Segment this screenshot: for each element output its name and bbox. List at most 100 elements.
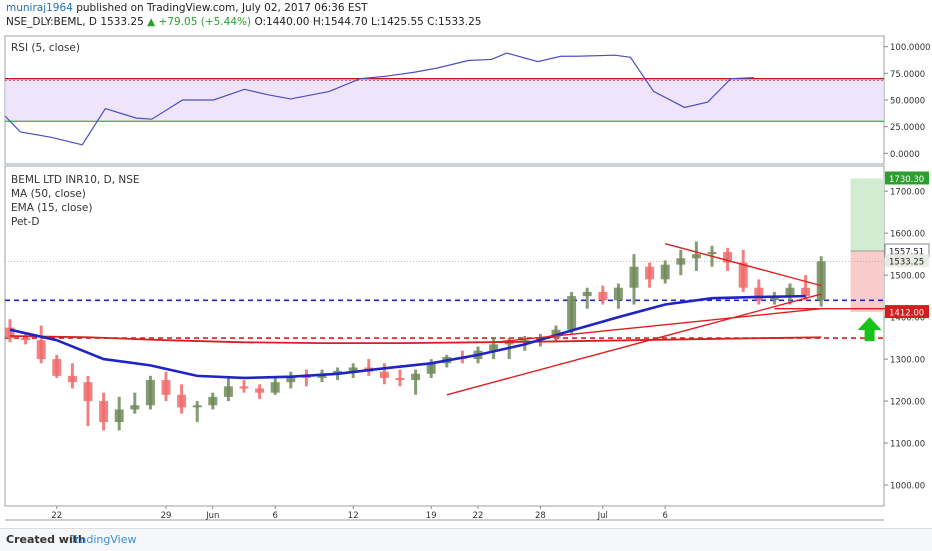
candle-body xyxy=(489,344,499,351)
symbol-line: NSE_DLY:BEML, D 1533.25 ▲ +79.05 (+5.44%… xyxy=(6,16,481,28)
last-price: 1533.25 xyxy=(100,16,144,28)
candle-body xyxy=(613,287,623,301)
candle-body xyxy=(660,264,670,280)
created-with: Created with xyxy=(6,533,86,546)
candle-body xyxy=(145,380,155,406)
candle-body xyxy=(192,405,202,408)
ema-line xyxy=(9,294,806,380)
target-zone xyxy=(850,178,884,251)
trendline-1 xyxy=(493,308,822,343)
rsi-line-1 xyxy=(576,54,755,109)
rsi-tick-label: 50.0000 xyxy=(890,97,925,107)
candle-body xyxy=(177,394,187,408)
candle-body xyxy=(208,396,218,406)
candle-body xyxy=(333,370,343,374)
candle-body xyxy=(223,386,233,397)
price-tick-label: 1000.00 xyxy=(890,482,925,492)
axes: 22 29 Jun 6 12 19 22 28 Jul 6 xyxy=(51,506,668,521)
candle-body xyxy=(801,287,811,297)
candle-body xyxy=(769,296,779,301)
rsi-band xyxy=(5,78,884,122)
price-tick-label: 1100.00 xyxy=(890,440,925,450)
candle-body xyxy=(130,405,140,410)
price-label-ma: MA (50, close) xyxy=(11,188,86,200)
candle-body xyxy=(426,363,436,374)
publish-info: published on TradingView.com, July 02, 2… xyxy=(76,2,368,14)
candle-body xyxy=(504,342,514,345)
time-tick-label: Jun xyxy=(205,511,219,521)
time-tick-label: 6 xyxy=(272,511,277,521)
price-tick-label: 1500.00 xyxy=(890,272,925,282)
candle-body xyxy=(723,252,733,263)
tradingview-brand[interactable]: TradingView xyxy=(70,533,137,546)
candle-body xyxy=(5,327,15,339)
time-tick-label: 29 xyxy=(161,511,172,521)
candle-body xyxy=(67,375,77,383)
candle-body xyxy=(707,252,717,255)
candle-body xyxy=(21,338,31,341)
candle-body xyxy=(83,382,93,402)
stop-zone xyxy=(850,250,884,313)
price-tick-label: 1600.00 xyxy=(890,230,925,240)
rsi-tick-label: 25.0000 xyxy=(890,123,925,133)
author-link[interactable]: muniraj1964 xyxy=(6,2,73,14)
price-tag-target xyxy=(885,171,929,185)
rsi-line-0 xyxy=(4,52,577,146)
rsi-panel: 100.0000 75.0000 50.0000 25.0000 0.0000 xyxy=(4,43,931,160)
time-tick-label: 22 xyxy=(473,511,484,521)
time-tick-label: 28 xyxy=(535,511,546,521)
price-tag-stop xyxy=(885,305,929,319)
candle-body xyxy=(754,287,764,301)
price-tag-text-entry: 1557.51 xyxy=(889,247,924,257)
price-panel: 1700.00 1600.00 1500.00 1400.00 1300.00 1200.… xyxy=(5,171,930,492)
price-label-ema: EMA (15, close) xyxy=(11,202,93,214)
candle-body xyxy=(629,266,639,288)
symbol: NSE_DLY:BEML, D xyxy=(6,16,98,28)
candle-body xyxy=(785,287,795,297)
price-frame xyxy=(4,165,885,507)
ohlc-values: O:1440.00 H:1544.70 L:1425.55 C:1533.25 xyxy=(254,16,482,28)
candle-body xyxy=(582,291,592,297)
price-tag-text-target: 1730.30 xyxy=(889,175,924,185)
candle-body xyxy=(395,377,405,381)
price-tick-label: 1400.00 xyxy=(890,314,925,324)
footer: Created with TradingView xyxy=(0,528,932,551)
candle-body xyxy=(99,401,109,423)
candle-body xyxy=(161,380,171,395)
time-tick-label: 19 xyxy=(426,511,437,521)
price-tick-label: 1700.00 xyxy=(890,188,925,198)
price-tick-label: 1200.00 xyxy=(890,398,925,408)
buy-arrow-icon xyxy=(857,317,882,342)
publish-line: muniraj1964 published on TradingView.com… xyxy=(6,2,368,14)
rsi-label: RSI (5, close) xyxy=(11,42,80,54)
candle-body xyxy=(738,262,748,288)
price-label-symbol: BEML LTD INR10, D, NSE xyxy=(11,174,140,186)
price-label-petd: Pet-D xyxy=(11,216,40,228)
price-change: ▲ +79.05 (+5.44%) xyxy=(147,16,252,28)
candle-body xyxy=(691,254,701,259)
time-tick-label: 22 xyxy=(51,511,62,521)
time-tick-label: 6 xyxy=(662,511,667,521)
trendline-0 xyxy=(446,293,822,396)
candle-body xyxy=(348,367,358,371)
ma-line xyxy=(9,335,822,345)
price-tag-text-stop: 1412.00 xyxy=(889,309,924,319)
price-tag-text-last: 1533.25 xyxy=(889,258,924,268)
candle-body xyxy=(114,409,124,423)
trendline-2 xyxy=(665,242,822,287)
candle-body xyxy=(255,388,265,393)
candle-body xyxy=(239,386,249,389)
candle-body xyxy=(567,296,577,330)
candle-body xyxy=(411,373,421,381)
time-tick-label: Jul xyxy=(597,511,608,521)
rsi-tick-label: 75.0000 xyxy=(890,70,925,80)
candle-body xyxy=(379,371,389,378)
rsi-tick-label: 0.0000 xyxy=(890,150,920,160)
candle-body xyxy=(676,258,686,265)
time-tick-label: 12 xyxy=(348,511,359,521)
candle-body xyxy=(52,359,62,376)
candle-body xyxy=(816,261,826,301)
candle-body xyxy=(270,382,280,393)
candle-body xyxy=(598,291,608,301)
chart-canvas[interactable]: 100.0000 75.0000 50.0000 25.0000 0.0000 1700… xyxy=(0,0,932,528)
